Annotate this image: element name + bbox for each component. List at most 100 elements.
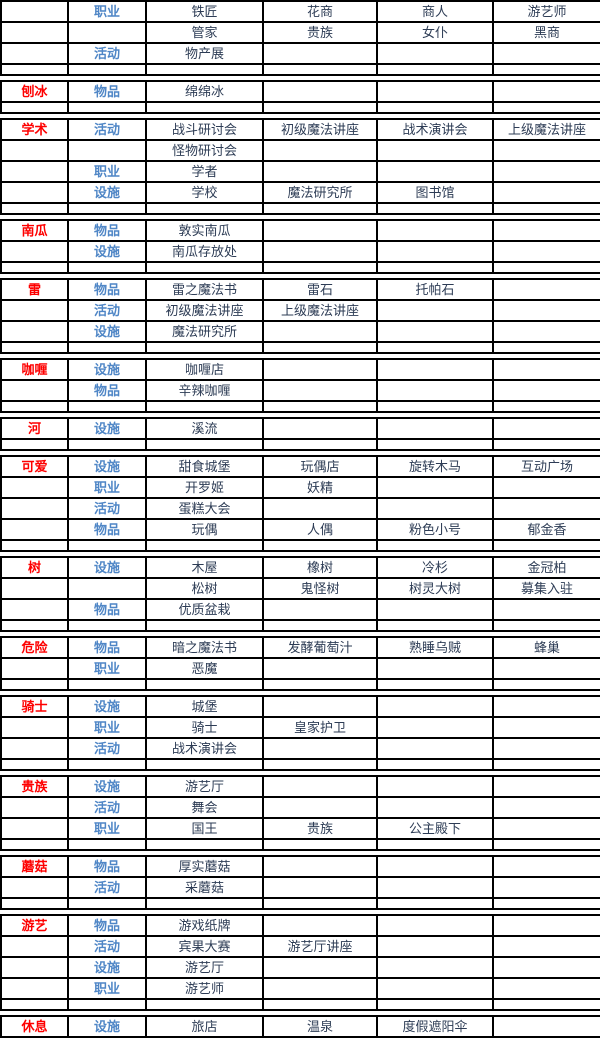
table-row: 松树 鬼怪树 树灵大树 募集入驻 <box>0 577 600 600</box>
separator-cell <box>67 678 147 691</box>
category-cell: 休息 <box>0 1015 69 1038</box>
type-cell: 职业 <box>67 716 147 739</box>
category-cell: 刨冰 <box>0 80 69 103</box>
separator-cell <box>492 838 600 851</box>
type-cell: 物品 <box>67 855 147 878</box>
type-cell: 设施 <box>67 181 147 204</box>
item-cell <box>492 876 600 899</box>
item-cell <box>376 935 494 958</box>
group-block: 游艺 物品 游戏纸牌 活动 宾果大赛 游艺厅讲座 设施 游艺厅 职业 游艺师 <box>0 914 600 1011</box>
group-block: 雷物品 雷之魔法书 雷石 托帕石 活动 初级魔法讲座 上级魔法讲座 设施 魔法研究所 <box>0 278 600 354</box>
separator-cell <box>262 838 378 851</box>
item-cell: 玩偶 <box>145 518 264 541</box>
item-cell: 敦实南瓜 <box>145 219 264 242</box>
item-cell <box>376 855 494 878</box>
item-cell: 怪物研讨会 <box>145 139 264 162</box>
item-cell <box>376 80 494 103</box>
item-cell: 松树 <box>145 577 264 600</box>
table-row: 职业 铁匠 花商 商人 游艺师 <box>0 0 600 23</box>
separator-cell <box>67 400 147 413</box>
table-row: 危险 物品 暗之魔法书 发酵葡萄汁 熟睡乌贼 蜂巢 <box>0 636 600 659</box>
table-row: 树设施 木屋 橡树 冷杉 金冠柏 <box>0 556 600 579</box>
item-cell <box>492 42 600 65</box>
item-cell: 橡树 <box>262 556 378 579</box>
item-cell: 妖精 <box>262 476 378 499</box>
type-cell: 职业 <box>67 817 147 840</box>
separator-cell <box>492 619 600 632</box>
separator-cell <box>376 758 494 771</box>
category-cell <box>0 497 69 520</box>
category-cell <box>0 320 69 343</box>
type-cell: 物品 <box>67 379 147 402</box>
item-cell <box>262 977 378 1000</box>
item-cell: 魔法研究所 <box>145 320 264 343</box>
table-row: 物品 玩偶 人偶 粉色小号 郁金香 <box>0 518 600 541</box>
group-block: 蘑菇 物品 厚实蘑菇 活动 采蘑菇 <box>0 855 600 910</box>
category-cell <box>0 299 69 322</box>
item-cell <box>262 914 378 937</box>
table-row: 活动 宾果大赛 游艺厅讲座 <box>0 935 600 958</box>
separator-cell <box>67 539 147 552</box>
type-cell: 设施 <box>67 358 147 381</box>
type-cell: 设施 <box>67 417 147 440</box>
separator-cell <box>145 998 264 1011</box>
group-block: 贵族 设施 游艺厅 活动 舞会 职业 国王 贵族 公主殿下 <box>0 775 600 851</box>
type-cell: 物品 <box>67 80 147 103</box>
separator-cell <box>262 341 378 354</box>
group-block: 危险 物品 暗之魔法书 发酵葡萄汁 熟睡乌贼 蜂巢 职业 恶魔 <box>0 636 600 691</box>
table-row: 职业 骑士 皇家护卫 <box>0 716 600 739</box>
type-cell: 设施 <box>67 556 147 579</box>
group-block: 骑士 设施 城堡 职业 骑士 皇家护卫 活动 战术演讲会 <box>0 695 600 771</box>
separator-cell <box>492 897 600 910</box>
item-cell: 蜂巢 <box>492 636 600 659</box>
separator-row <box>0 202 600 215</box>
item-cell <box>492 775 600 798</box>
item-cell <box>376 358 494 381</box>
item-cell <box>262 320 378 343</box>
table-row: 南瓜 物品 敦实南瓜 <box>0 219 600 242</box>
separator-cell <box>492 400 600 413</box>
item-cell <box>262 657 378 680</box>
separator-cell <box>376 539 494 552</box>
item-cell: 温泉 <box>262 1015 378 1038</box>
item-cell <box>262 775 378 798</box>
separator-cell <box>492 261 600 274</box>
item-cell: 旅店 <box>145 1015 264 1038</box>
item-cell <box>376 716 494 739</box>
item-cell <box>376 876 494 899</box>
separator-cell <box>0 438 69 451</box>
item-cell <box>376 139 494 162</box>
type-cell: 活动 <box>67 118 147 141</box>
group-block: 可爱 设施 甜食城堡 玩偶店 旋转木马 互动广场 职业 开罗姬 妖精 活动 蛋糕大会 物品 玩偶 人偶 粉色… <box>0 455 600 552</box>
table-row: 物品 辛辣咖喱 <box>0 379 600 402</box>
item-cell: 物产展 <box>145 42 264 65</box>
table-row: 雷物品 雷之魔法书 雷石 托帕石 <box>0 278 600 301</box>
table-row: 河设施 溪流 <box>0 417 600 440</box>
category-cell <box>0 977 69 1000</box>
category-cell: 咖喱 <box>0 358 69 381</box>
category-cell <box>0 181 69 204</box>
item-cell <box>262 417 378 440</box>
table-row: 设施 学校 魔法研究所 图书馆 <box>0 181 600 204</box>
table-row: 设施 游艺厅 <box>0 956 600 979</box>
item-cell <box>376 796 494 819</box>
table-row: 职业 学者 <box>0 160 600 183</box>
separator-cell <box>262 202 378 215</box>
separator-row <box>0 63 600 76</box>
type-cell: 职业 <box>67 0 147 23</box>
item-cell <box>376 657 494 680</box>
item-cell: 贵族 <box>262 817 378 840</box>
separator-cell <box>67 202 147 215</box>
type-cell: 物品 <box>67 278 147 301</box>
item-cell <box>262 80 378 103</box>
separator-cell <box>67 101 147 114</box>
category-cell <box>0 737 69 760</box>
item-cell: 发酵葡萄汁 <box>262 636 378 659</box>
separator-cell <box>145 438 264 451</box>
separator-cell <box>0 400 69 413</box>
category-cell: 骑士 <box>0 695 69 718</box>
separator-cell <box>492 63 600 76</box>
item-cell: 绵绵冰 <box>145 80 264 103</box>
table-row: 活动 物产展 <box>0 42 600 65</box>
table-row: 蘑菇 物品 厚实蘑菇 <box>0 855 600 878</box>
